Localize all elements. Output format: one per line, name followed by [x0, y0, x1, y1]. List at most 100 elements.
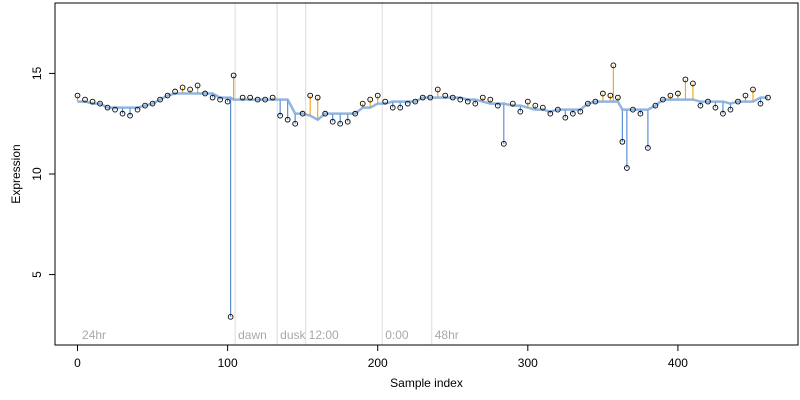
data-point	[457, 96, 464, 103]
trend-line	[77, 92, 768, 122]
data-point	[705, 98, 711, 105]
data-point	[412, 98, 419, 105]
data-point	[554, 106, 561, 113]
y-axis: 5 10 15	[30, 66, 56, 278]
data-point	[419, 94, 426, 101]
data-point	[592, 98, 599, 105]
data-point	[547, 110, 554, 117]
data-point	[720, 110, 726, 117]
data-point	[112, 106, 118, 113]
time-label: 24hr	[82, 328, 106, 342]
data-point	[217, 96, 223, 103]
plot-frame	[54, 2, 799, 346]
data-point	[765, 94, 771, 101]
data-point	[532, 102, 539, 109]
data-point	[89, 98, 96, 105]
data-point	[434, 86, 441, 93]
data-point	[539, 104, 546, 111]
data-point	[750, 86, 756, 93]
time-label: dawn	[238, 328, 267, 342]
data-point	[735, 98, 741, 105]
data-point	[307, 92, 314, 99]
data-point	[607, 92, 614, 99]
data-point	[284, 116, 291, 123]
data-point	[517, 108, 524, 115]
y-tick-label: 15	[30, 66, 44, 80]
data-point	[682, 76, 689, 83]
time-annotations: dawn dusk 12:00 0:00 48hr 24hr	[82, 328, 459, 342]
data-point	[397, 104, 404, 111]
data-point	[675, 90, 681, 97]
data-point	[352, 110, 359, 117]
data-point	[619, 138, 626, 145]
x-axis: 0 100 200 300 400	[74, 344, 688, 370]
deviation-stems	[76, 65, 762, 317]
data-point	[524, 98, 531, 105]
data-point	[127, 112, 133, 119]
data-point	[227, 313, 234, 320]
data-point	[742, 92, 749, 99]
data-point	[179, 84, 186, 91]
data-point	[149, 100, 156, 107]
time-label: 48hr	[435, 328, 459, 342]
data-point	[367, 96, 374, 103]
data-point	[262, 96, 268, 103]
x-axis-title: Sample index	[390, 376, 463, 390]
data-point	[577, 108, 584, 115]
data-point	[690, 80, 696, 87]
data-point	[82, 96, 88, 103]
data-point	[277, 112, 284, 119]
data-point	[104, 104, 111, 111]
data-point	[697, 102, 704, 109]
data-point	[247, 94, 253, 101]
data-point	[239, 94, 246, 101]
data-point	[637, 110, 644, 117]
data-point	[134, 106, 141, 113]
data-point	[269, 94, 276, 101]
data-point	[585, 100, 591, 107]
x-tick-label: 200	[368, 356, 388, 370]
data-point	[299, 110, 306, 117]
data-point	[404, 100, 411, 107]
time-label: dusk	[280, 328, 306, 342]
data-point	[479, 94, 486, 101]
data-point	[645, 144, 651, 151]
data-point	[630, 106, 636, 113]
x-tick-label: 300	[518, 356, 538, 370]
data-point	[757, 100, 764, 107]
data-point	[119, 110, 126, 117]
data-point	[157, 96, 163, 103]
data-point	[344, 118, 351, 125]
data-point	[427, 94, 434, 101]
data-point	[389, 104, 396, 111]
data-point	[194, 82, 201, 89]
data-point	[660, 96, 666, 103]
data-point	[615, 94, 621, 101]
data-point	[472, 100, 479, 107]
data-point	[337, 120, 344, 127]
data-point	[142, 102, 148, 109]
data-point	[464, 98, 471, 105]
data-point	[442, 92, 449, 99]
data-point	[74, 92, 81, 99]
data-point	[202, 90, 208, 97]
data-point	[569, 110, 576, 117]
data-point	[652, 102, 659, 109]
data-point	[562, 114, 569, 121]
data-point	[292, 120, 299, 127]
data-point	[329, 118, 336, 125]
x-tick-label: 100	[218, 356, 238, 370]
data-point	[254, 96, 261, 103]
x-tick-label: 0	[74, 356, 81, 370]
data-point	[624, 165, 630, 171]
data-point	[727, 106, 734, 113]
data-point	[610, 62, 617, 69]
data-point	[712, 104, 719, 111]
data-point	[359, 100, 366, 107]
data-point	[187, 86, 193, 93]
data-point	[600, 90, 606, 97]
x-tick-label: 400	[668, 356, 688, 370]
data-points	[74, 62, 771, 320]
data-point	[509, 100, 516, 107]
